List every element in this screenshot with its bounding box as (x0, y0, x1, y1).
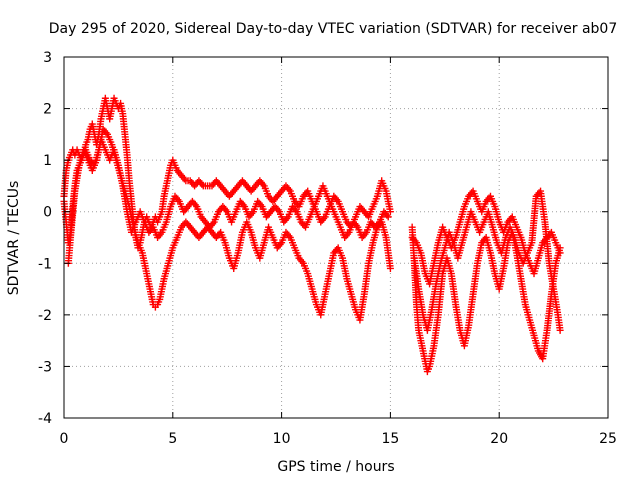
data-point (384, 213, 392, 221)
data-point (556, 326, 564, 334)
x-tick-label: 25 (599, 431, 617, 447)
data-point (556, 249, 564, 257)
y-tick-label: -2 (38, 308, 52, 324)
data-points (60, 94, 564, 376)
x-tick-label: 5 (168, 431, 177, 447)
data-point (386, 264, 394, 272)
y-tick-label: 3 (43, 50, 52, 66)
y-tick-label: 1 (43, 153, 52, 169)
y-tick-label: -3 (38, 359, 52, 375)
y-tick-label: -1 (38, 256, 52, 272)
x-axis-label: GPS time / hours (277, 459, 394, 475)
x-tick-label: 0 (60, 431, 69, 447)
chart-title: Day 295 of 2020, Sidereal Day-to-day VTE… (49, 21, 618, 37)
y-tick-label: -4 (38, 411, 52, 427)
plot-frame (63, 56, 609, 419)
x-tick-label: 10 (273, 431, 291, 447)
y-axis-label: SDTVAR / TECUs (6, 181, 22, 296)
x-tick-label: 20 (490, 431, 508, 447)
axis-ticks: 0 5 10 15 20 25 -4 -3 -2 -1 0 1 2 3 (38, 50, 617, 447)
x-tick-label: 15 (381, 431, 399, 447)
y-tick-label: 2 (43, 102, 52, 118)
grid (64, 57, 608, 418)
data-point (386, 208, 394, 216)
y-tick-label: 0 (43, 205, 52, 221)
